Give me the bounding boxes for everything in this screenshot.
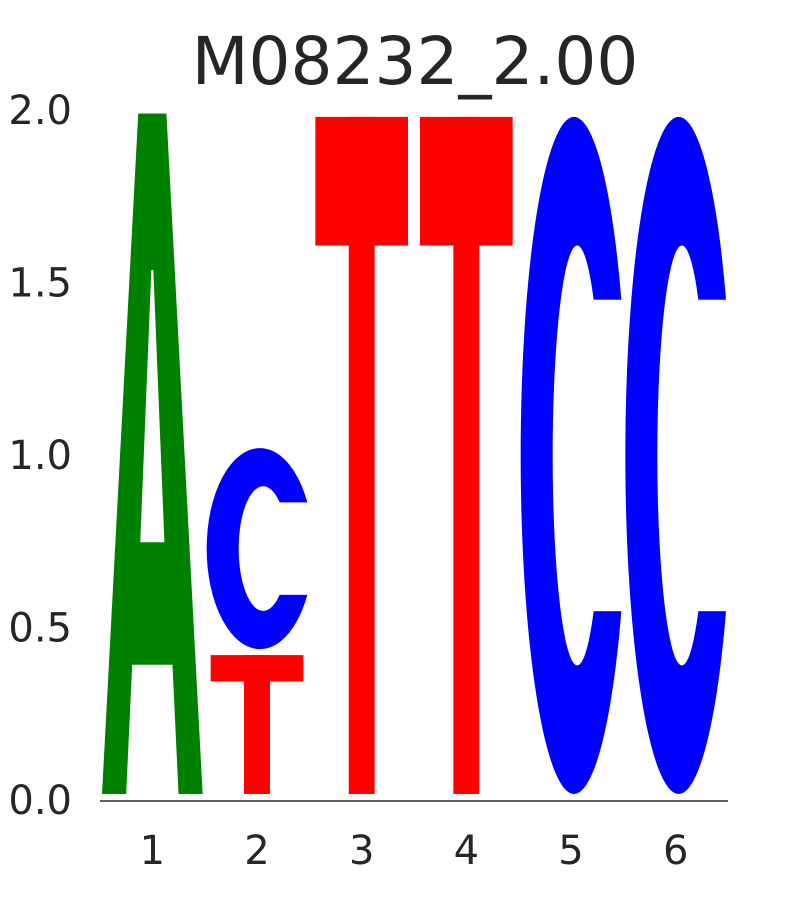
x-tick-label: 4: [454, 828, 479, 874]
y-tick-label: 0.0: [8, 778, 72, 824]
logo-letter-c-pos5-opening: [593, 299, 630, 612]
y-tick-label: 0.5: [8, 606, 72, 652]
logo-letter-t-pos2: [210, 655, 304, 794]
logo-letter-t-pos3-stem: [348, 116, 375, 794]
logo-letter-t-pos2-stem: [244, 655, 270, 794]
y-tick-label: 1.0: [8, 433, 72, 479]
x-tick-label: 2: [244, 828, 269, 874]
logo-letter-a-pos1: [102, 113, 203, 794]
logo-letter-t-pos4-stem: [453, 116, 480, 794]
y-tick-label: 2.0: [8, 88, 72, 134]
x-tick-label: 3: [349, 828, 374, 874]
x-tick-label: 5: [558, 828, 583, 874]
y-tick-label: 1.5: [8, 261, 72, 307]
letters-layer: [102, 113, 728, 794]
logo-letter-c-pos5-counter: [552, 245, 602, 666]
logo-letter-c-pos2: [206, 448, 316, 650]
logo-letter-c-pos6-opening: [697, 299, 728, 612]
logo-letter-t-pos3: [315, 116, 408, 794]
logo-letter-c-pos6-counter: [657, 245, 707, 666]
logo-letter-t-pos4: [420, 116, 513, 794]
logo-letter-c-pos2-opening: [279, 502, 316, 595]
logo-letter-c-pos6: [625, 117, 728, 794]
logo-letter-a-pos1-counter: [140, 269, 165, 543]
chart-title: M08232_2.00: [191, 23, 639, 100]
x-tick-label: 6: [663, 828, 688, 874]
logo-letter-c-pos2-counter: [238, 486, 288, 611]
logo-letter-c-pos5: [520, 116, 630, 794]
x-tick-label: 1: [140, 828, 165, 874]
